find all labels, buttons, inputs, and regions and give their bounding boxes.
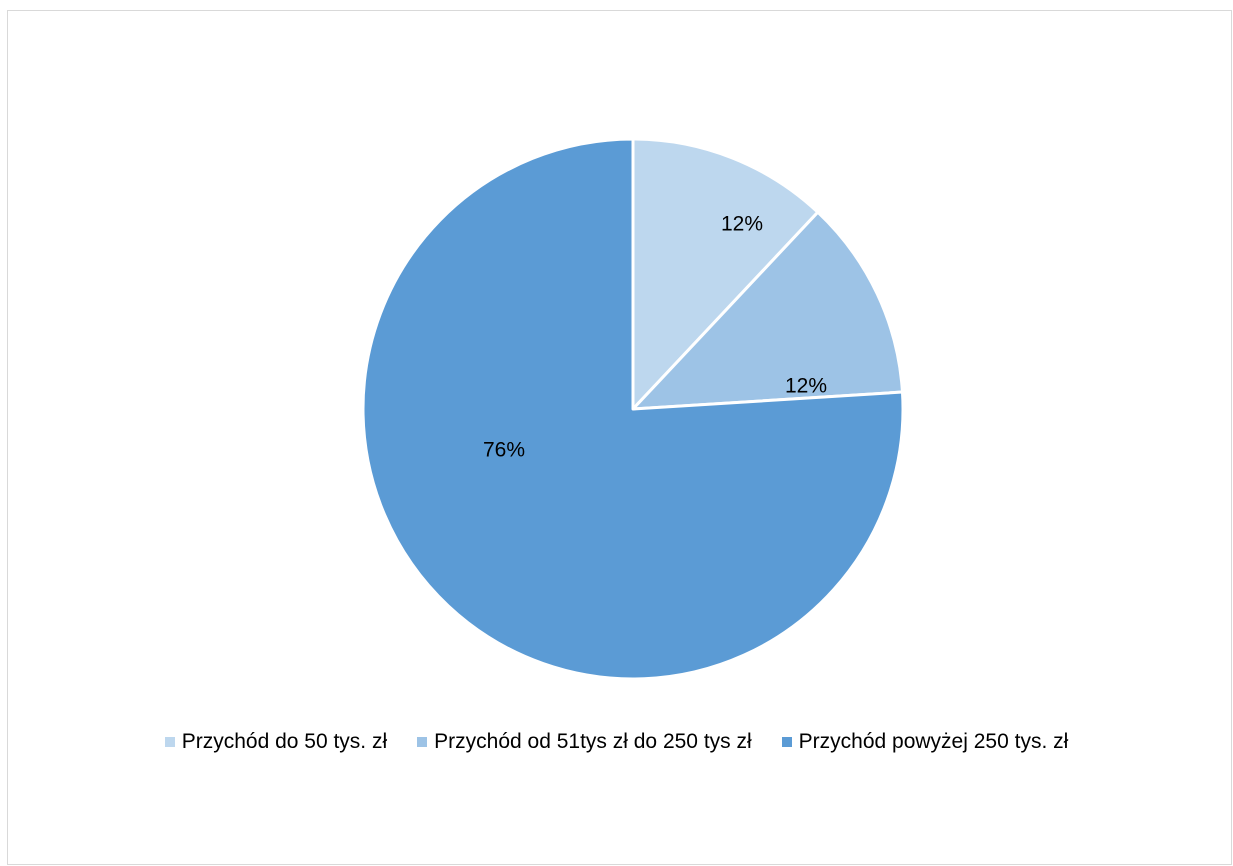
legend-swatch-icon xyxy=(781,737,792,747)
legend-item-2: Przychód od 51tys zł do 250 tys zł xyxy=(417,730,752,754)
legend-label: Przychód powyżej 250 tys. zł xyxy=(798,730,1069,753)
pie-slice-2 xyxy=(631,210,904,411)
legend-swatch-icon xyxy=(417,737,428,747)
legend-label: Przychód od 51tys zł do 250 tys zł xyxy=(434,730,752,753)
legend-label: Przychód do 50 tys. zł xyxy=(181,730,388,753)
pie-data-labels: 12% 12% 76% xyxy=(483,213,827,462)
legend-item-3: Przychód powyżej 250 tys. zł xyxy=(781,730,1069,754)
pie-slice-3 xyxy=(361,137,905,681)
chart-legend: Przychód do 50 tys. zł Przychód od 51tys … xyxy=(0,730,1233,754)
pie-slice-1 xyxy=(631,137,820,411)
pie-slices xyxy=(361,137,905,681)
legend-item-1: Przychód do 50 tys. zł xyxy=(164,730,388,754)
data-label-3: 76% xyxy=(483,439,525,462)
legend-swatch-icon xyxy=(164,737,175,747)
data-label-1: 12% xyxy=(721,213,763,236)
data-label-2: 12% xyxy=(785,375,827,398)
